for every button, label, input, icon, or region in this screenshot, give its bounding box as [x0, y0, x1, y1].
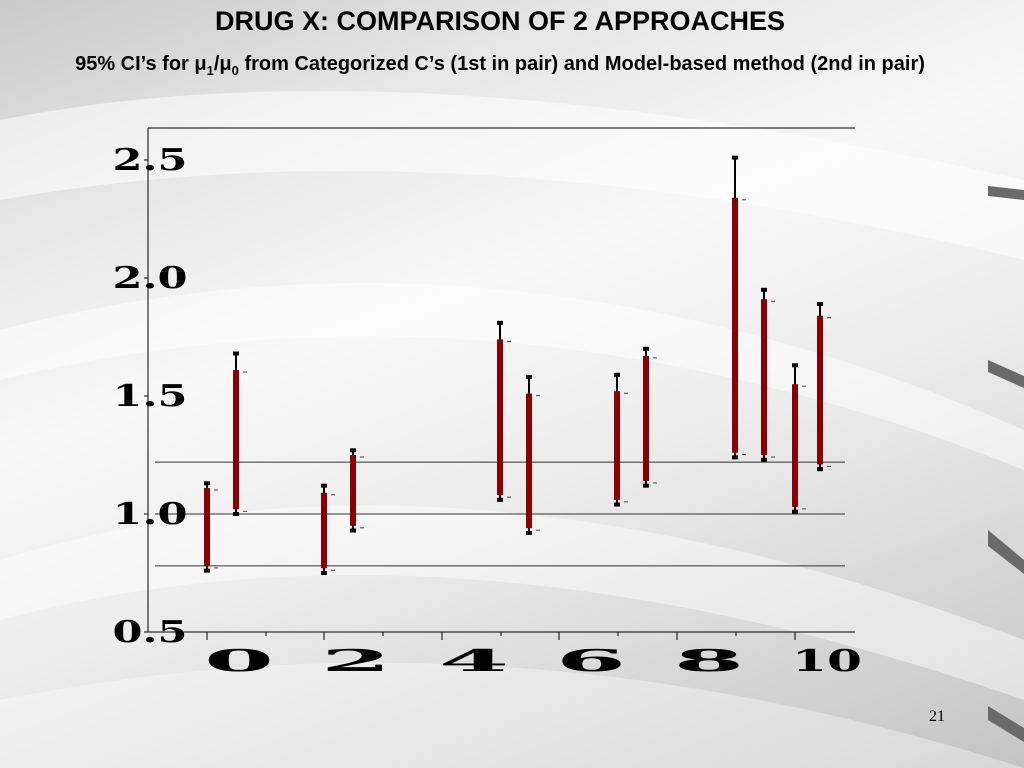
- x-tick-label-0: 0: [204, 644, 274, 679]
- x-tick-label-4: 8: [674, 644, 744, 679]
- outer-cap-bottom-4: [732, 455, 738, 460]
- y-tick-label-3: 2.0: [113, 261, 188, 296]
- outer-cap-top-9: [643, 346, 649, 351]
- x-tick-label-5: 10: [792, 644, 862, 679]
- ci-bar-s1-1: [350, 455, 356, 526]
- subtitle-mu0: μ: [219, 53, 232, 75]
- subtitle-suffix: from Categorized C’s (1st in pair) and M…: [238, 53, 925, 75]
- outer-cap-top-5: [761, 287, 767, 292]
- subtitle-prefix: 95% CI’s for: [75, 53, 195, 75]
- outer-cap-bottom-11: [817, 467, 823, 472]
- outer-cap-bottom-7: [350, 528, 356, 533]
- outer-cap-top-7: [350, 448, 356, 453]
- ci-bar-s1-2: [614, 391, 620, 500]
- outer-cap-bottom-10: [792, 509, 798, 514]
- y-tick-label-2: 1.5: [113, 379, 188, 414]
- ci-bar-s0-3: [526, 393, 532, 529]
- ci-bar-s1-5: [817, 315, 823, 465]
- subtitle-sub1: 1: [206, 63, 214, 78]
- outer-cap-bottom-2: [497, 497, 503, 502]
- subtitle-mu1: μ: [194, 53, 207, 75]
- outer-cap-top-6: [321, 483, 327, 488]
- subtitle-sub0: 0: [231, 63, 239, 78]
- outer-cap-bottom-6: [321, 571, 327, 575]
- outer-cap-top-1: [233, 351, 239, 356]
- ci-bar-s0-4: [732, 197, 738, 453]
- outer-cap-top-3: [526, 375, 532, 380]
- ci-bar-s1-3: [643, 355, 649, 481]
- ci-bar-s0-5: [761, 299, 767, 455]
- outer-cap-bottom-9: [643, 483, 649, 488]
- outer-cap-top-2: [497, 320, 503, 325]
- outer-cap-bottom-0: [204, 568, 210, 573]
- ci-bar-s1-4: [792, 384, 798, 507]
- page-number: 21: [929, 708, 945, 725]
- slide-title: DRUG X: COMPARISON OF 2 APPROACHES: [214, 6, 786, 36]
- outer-cap-top-10: [792, 363, 798, 368]
- ci-bar-s0-2: [497, 339, 503, 496]
- x-tick-label-3: 6: [556, 644, 626, 679]
- outer-cap-top-11: [817, 301, 823, 306]
- slide-subtitle: 95% CI’s for μ1/μ0 from Categorized C’s …: [60, 50, 940, 85]
- y-tick-label-1: 1.0: [113, 497, 188, 532]
- outer-cap-bottom-1: [233, 512, 239, 516]
- x-tick-label-1: 2: [321, 644, 391, 679]
- subtitle-slash: /: [213, 53, 220, 75]
- x-tick-label-2: 4: [439, 644, 509, 679]
- y-tick-label-4: 2.5: [113, 143, 188, 178]
- outer-cap-bottom-5: [761, 457, 767, 462]
- outer-cap-top-0: [204, 481, 210, 486]
- outer-cap-top-4: [732, 155, 738, 160]
- outer-cap-bottom-8: [614, 502, 620, 507]
- ci-bar-s0-0: [204, 488, 210, 566]
- outer-cap-top-8: [614, 372, 620, 377]
- ci-bar-s1-0: [321, 492, 327, 569]
- outer-cap-bottom-3: [526, 530, 532, 535]
- ci-bar-s0-1: [233, 370, 239, 510]
- y-tick-label-0: 0.5: [113, 615, 188, 650]
